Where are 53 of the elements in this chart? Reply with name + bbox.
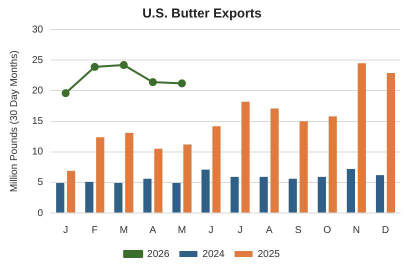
point	[90, 62, 99, 71]
point	[120, 61, 128, 70]
bar	[212, 126, 221, 212]
legend-label: 2026	[147, 248, 170, 260]
bar	[318, 176, 326, 212]
bar	[201, 170, 210, 212]
x-tick-label: O	[323, 224, 332, 236]
y-axis-title: Million Pounds (30 Day Months)	[8, 50, 20, 192]
bar	[346, 168, 356, 212]
point	[62, 89, 70, 98]
bar	[386, 73, 396, 212]
bar	[56, 183, 64, 212]
point	[148, 78, 157, 86]
bar	[358, 63, 366, 212]
x-tick-label: A	[266, 224, 273, 236]
x-tick-label: N	[352, 224, 360, 236]
y-tick-label: 10	[32, 146, 44, 158]
bar	[67, 170, 76, 212]
chart-title: U.S. Butter Exports	[142, 5, 262, 20]
y-tick-label: 25	[32, 54, 44, 66]
point	[178, 79, 186, 88]
bar	[85, 182, 94, 212]
x-tick-label: M	[120, 224, 128, 236]
bar	[183, 144, 192, 212]
bar	[300, 121, 308, 212]
x-tick-label: S	[294, 224, 302, 236]
bar	[96, 137, 104, 212]
bar	[172, 183, 181, 212]
x-tick-label: J	[238, 224, 243, 236]
bar	[270, 108, 279, 212]
y-tick-label: 20	[32, 85, 44, 96]
y-tick-label: 30	[32, 24, 44, 36]
x-tick-label: D	[382, 224, 390, 236]
x-tick-label: M	[178, 224, 186, 236]
bar	[125, 132, 134, 212]
bar	[143, 178, 152, 212]
bar	[288, 178, 297, 212]
x-tick-label: J	[208, 224, 214, 236]
y-tick-label: 0	[38, 208, 44, 219]
bar	[114, 183, 122, 212]
y-tick-label: 15	[32, 116, 44, 128]
x-tick-label: A	[150, 224, 157, 236]
x-tick-label: F	[92, 224, 98, 236]
x-tick-label: J	[63, 224, 68, 236]
legend-label: 2024	[202, 248, 226, 260]
bar	[260, 176, 268, 212]
y-tick-label: 5	[38, 177, 44, 188]
legend-label: 2025	[258, 248, 280, 260]
bar	[328, 116, 337, 212]
bar	[154, 148, 162, 212]
bar	[376, 175, 384, 212]
bar	[241, 102, 250, 212]
bar	[230, 176, 239, 212]
